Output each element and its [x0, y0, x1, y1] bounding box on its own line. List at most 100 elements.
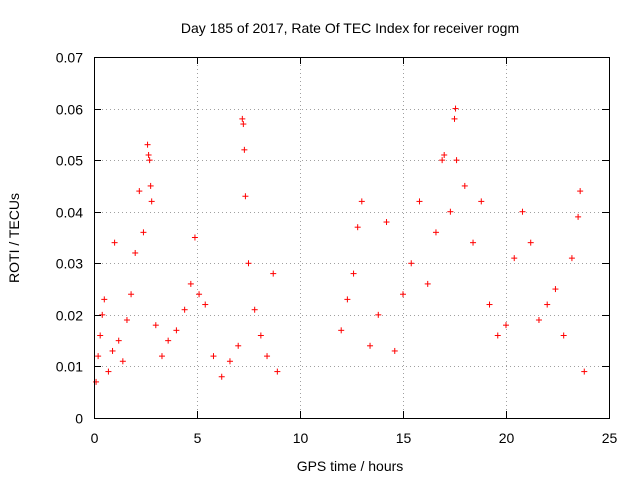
data-point	[552, 286, 559, 293]
x-tick-label: 20	[499, 430, 515, 446]
x-tick-label: 5	[194, 430, 202, 446]
data-point	[441, 151, 448, 158]
data-point	[544, 301, 551, 308]
x-tick-label: 25	[602, 430, 618, 446]
data-point	[270, 270, 277, 277]
data-point	[105, 368, 112, 375]
data-point	[383, 219, 390, 226]
data-point	[581, 368, 588, 375]
chart-title: Day 185 of 2017, Rate Of TEC Index for r…	[181, 20, 519, 36]
data-point	[111, 239, 118, 246]
x-tick-label: 15	[396, 430, 412, 446]
data-point	[503, 322, 509, 329]
data-point	[424, 280, 431, 287]
data-point	[568, 255, 575, 262]
data-point	[218, 373, 225, 380]
y-tick-label: 0.04	[56, 205, 83, 221]
data-point	[239, 115, 246, 122]
data-point	[560, 332, 567, 339]
data-point	[494, 332, 501, 339]
data-point	[93, 378, 100, 385]
data-point	[408, 260, 415, 267]
data-point	[242, 193, 249, 200]
grid-lines	[94, 57, 609, 418]
data-point	[152, 322, 159, 329]
data-point	[165, 337, 172, 344]
data-point	[400, 291, 406, 298]
data-point	[97, 332, 104, 339]
data-point	[99, 311, 106, 318]
data-point	[187, 280, 194, 287]
data-point	[119, 358, 126, 365]
data-point	[451, 115, 458, 122]
data-point	[350, 270, 357, 277]
data-point	[196, 291, 203, 298]
data-point	[461, 182, 468, 189]
x-tick-label: 10	[293, 430, 309, 446]
data-point	[264, 353, 271, 360]
plot-frame	[94, 57, 610, 419]
data-point	[240, 121, 247, 128]
data-point	[519, 208, 526, 215]
y-tick-label: 0.01	[56, 359, 83, 375]
data-point	[191, 234, 198, 241]
data-point	[453, 157, 460, 164]
data-point	[181, 306, 188, 313]
data-point	[147, 182, 154, 189]
data-point	[123, 317, 130, 324]
data-points	[93, 105, 588, 385]
y-tick-label: 0.02	[56, 308, 83, 324]
data-point	[432, 229, 439, 236]
data-point	[146, 157, 153, 164]
x-tick-label: 0	[91, 430, 99, 446]
data-point	[140, 229, 147, 236]
data-point	[367, 342, 374, 349]
y-tick-label: 0.06	[56, 102, 83, 118]
data-point	[375, 311, 382, 318]
data-point	[128, 291, 135, 298]
y-tick-label: 0	[75, 411, 83, 427]
data-point	[101, 296, 108, 303]
data-point	[115, 337, 122, 344]
data-point	[95, 353, 102, 360]
data-point	[358, 198, 365, 205]
data-point	[338, 327, 345, 334]
data-point	[478, 198, 485, 205]
data-point	[136, 188, 143, 195]
data-point	[245, 260, 252, 267]
data-point	[158, 353, 165, 360]
data-point	[391, 347, 398, 354]
data-point	[577, 188, 584, 195]
data-point	[109, 347, 116, 354]
y-axis-title: ROTI / TECUs	[6, 193, 22, 283]
x-axis-title: GPS time / hours	[297, 458, 404, 474]
data-point	[486, 301, 493, 308]
data-point	[202, 301, 209, 308]
y-tick-label: 0.07	[56, 50, 83, 66]
data-point	[210, 353, 217, 360]
data-point	[344, 296, 351, 303]
data-point	[416, 198, 423, 205]
data-point	[439, 157, 446, 164]
axis-ticks	[94, 57, 610, 419]
y-tick-label: 0.05	[56, 153, 83, 169]
data-point	[148, 198, 155, 205]
tick-labels: 0 0.01 0.02 0.03 0.04 0.05 0.06 0.07 0 5 10 15 20 25	[56, 50, 618, 447]
data-point	[144, 141, 151, 148]
data-point	[251, 306, 258, 313]
data-point	[511, 255, 518, 262]
data-point	[447, 208, 454, 215]
data-point	[452, 105, 459, 112]
data-point	[535, 317, 542, 324]
data-point	[173, 327, 180, 334]
data-point	[235, 342, 242, 349]
data-point	[575, 213, 582, 220]
data-point	[145, 151, 152, 158]
data-point	[274, 368, 281, 375]
data-point	[226, 358, 233, 365]
data-point	[241, 146, 248, 153]
data-point	[132, 249, 139, 256]
data-point	[257, 332, 264, 339]
data-point	[527, 239, 534, 246]
